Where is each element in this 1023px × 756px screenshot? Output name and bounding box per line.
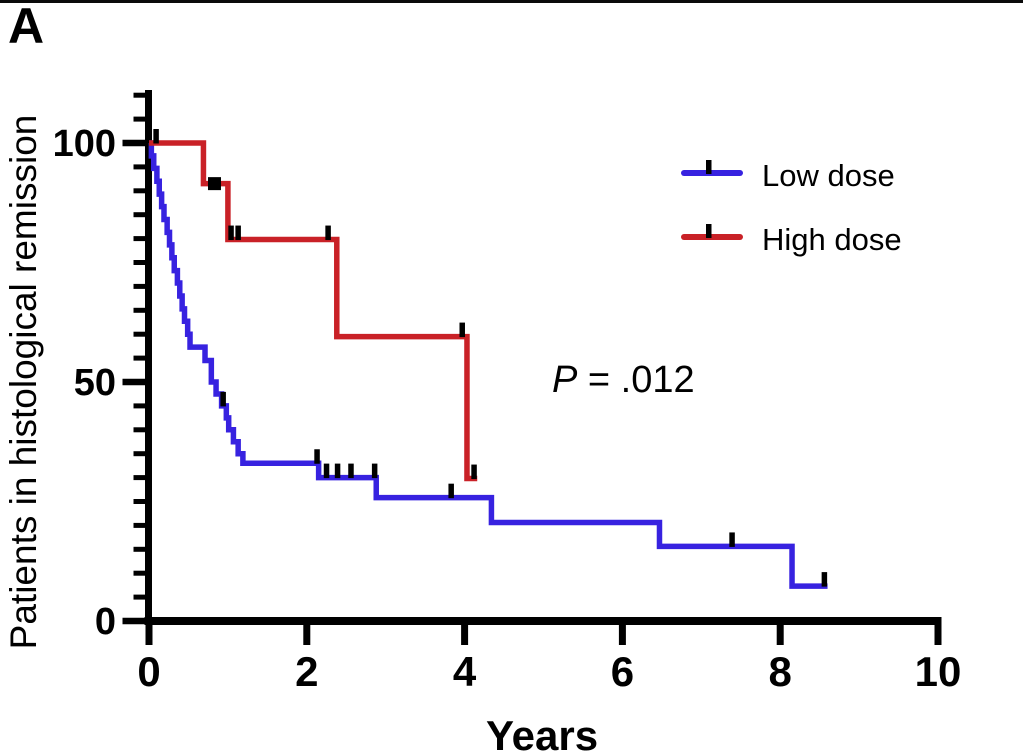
censor-mark-tick <box>729 532 735 547</box>
censor-mark-tick <box>235 225 241 241</box>
x-axis-title: Years <box>486 712 598 756</box>
survival-curve <box>148 140 828 589</box>
top-border-rule <box>0 0 1023 3</box>
series-low-dose <box>148 140 828 589</box>
censor-mark-tick <box>323 463 330 479</box>
x-axis-tick-label: 6 <box>611 648 634 695</box>
x-axis-tick-label: 8 <box>769 648 792 695</box>
censor-mark-tick <box>325 225 331 241</box>
legend-low-dose-censor-tick-icon <box>706 160 712 174</box>
y-axis-tick-label: 50 <box>74 362 116 404</box>
x-axis-tick-label: 2 <box>295 648 318 695</box>
censor-mark-tick <box>448 483 454 499</box>
censor-mark-tick <box>228 225 234 241</box>
censor-mark-tick <box>220 391 226 407</box>
censor-mark-square <box>207 177 221 191</box>
censor-mark-tick <box>348 463 354 479</box>
censor-mark-tick <box>334 463 341 479</box>
y-axis-tick-label: 0 <box>95 601 116 643</box>
censor-mark-tick <box>153 129 159 144</box>
legend-high-dose-label: High dose <box>762 222 902 257</box>
legend-low-dose-label: Low dose <box>762 158 895 193</box>
censor-mark-tick <box>821 572 828 587</box>
x-axis-tick-label: 4 <box>453 648 477 695</box>
survival-curve <box>149 140 478 482</box>
axes-layer: 0 50 100 0 2 4 6 8 10 <box>53 90 962 695</box>
x-axis-tick-label: 10 <box>915 648 962 695</box>
panel-label: A <box>8 0 44 54</box>
legend-high-dose-censor-tick-icon <box>706 224 712 238</box>
y-axis-tick-label: 100 <box>53 123 116 165</box>
censor-mark-tick <box>459 322 465 338</box>
censor-mark-tick <box>314 449 320 464</box>
series-high-dose <box>149 129 478 482</box>
x-axis-tick-label: 0 <box>137 648 160 695</box>
p-value-annotation: P = .012 <box>552 359 695 401</box>
legend: Low dose High dose <box>681 158 902 257</box>
censor-mark-tick <box>371 463 378 479</box>
survival-curves-layer <box>148 129 828 589</box>
censor-mark-tick <box>471 464 477 480</box>
y-axis-title: Patients in histological remission <box>3 115 44 650</box>
